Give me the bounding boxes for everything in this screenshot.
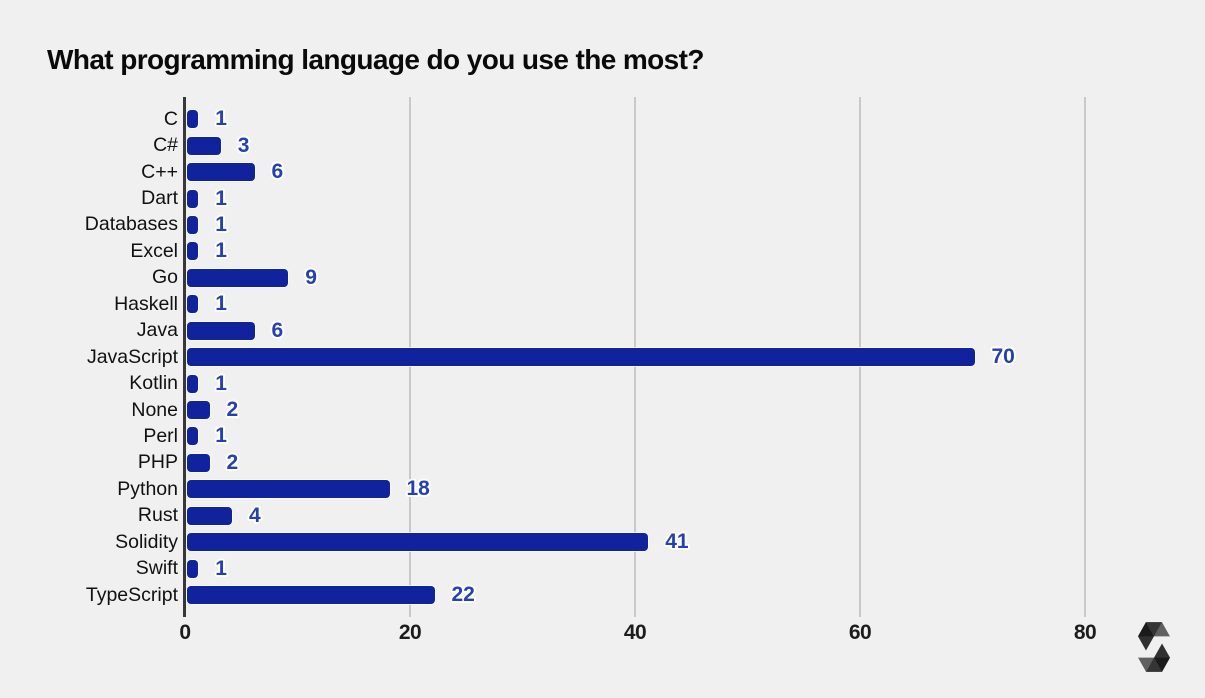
bar-row: 4 [187, 503, 1137, 529]
x-tick-label-60: 60 [848, 621, 872, 644]
bar-row: 1 [187, 370, 1137, 396]
y-axis-line [183, 97, 186, 617]
category-label-java: Java [136, 319, 178, 342]
value-label: 4 [249, 503, 261, 527]
bar-row: 3 [187, 132, 1137, 158]
bar-row: 1 [187, 238, 1137, 264]
value-label: 9 [305, 265, 317, 289]
category-label-solidity: Solidity [115, 530, 178, 553]
bar-row: 22 [187, 582, 1137, 608]
x-tick-label-20: 20 [398, 621, 422, 644]
bar-excel [187, 242, 199, 261]
bar-dart [187, 189, 199, 208]
category-label-go: Go [151, 266, 178, 289]
category-axis-labels: C C# C++ Dart Databases Excel Go Haskell Java Jav… [0, 106, 178, 608]
bar-python [187, 480, 390, 499]
bar-swift [187, 559, 199, 578]
value-label: 1 [215, 424, 227, 448]
category-label-typescript: TypeScript [85, 583, 178, 606]
bar-row: 18 [187, 476, 1137, 502]
x-tick-label-40: 40 [623, 621, 647, 644]
value-label: 1 [215, 212, 227, 236]
value-label: 1 [215, 292, 227, 316]
value-label: 3 [237, 133, 250, 157]
value-label: 1 [215, 107, 227, 131]
bar-c [187, 110, 199, 129]
bar-row: 1 [187, 423, 1137, 449]
bar-go [187, 268, 289, 287]
bar-rust [187, 506, 232, 525]
value-label: 22 [451, 583, 475, 607]
value-label: 2 [226, 450, 239, 474]
bar-c [187, 136, 221, 155]
bar-row: 6 [187, 159, 1137, 185]
value-label: 6 [271, 318, 284, 342]
x-tick-label-0: 0 [179, 621, 191, 644]
category-label-kotlin: Kotlin [129, 372, 178, 395]
category-label-databases: Databases [84, 213, 178, 236]
bar-haskell [187, 295, 199, 314]
bar-row: 2 [187, 397, 1137, 423]
category-label-swift: Swift [135, 557, 178, 580]
category-label-none: None [131, 398, 178, 421]
bar-row: 1 [187, 555, 1137, 581]
category-label-perl: Perl [143, 424, 178, 447]
category-label-dart: Dart [141, 187, 178, 210]
bar-perl [187, 427, 199, 446]
value-label: 70 [991, 345, 1015, 369]
bar-solidity [187, 533, 649, 552]
bar-row: 9 [187, 265, 1137, 291]
category-label-haskell: Haskell [114, 292, 178, 315]
value-label: 6 [271, 160, 284, 184]
bar-row: 1 [187, 185, 1137, 211]
value-label: 1 [215, 556, 227, 580]
solidity-logo [1138, 622, 1170, 672]
bar-typescript [187, 586, 435, 605]
category-label-c: C++ [141, 160, 178, 183]
category-label-python: Python [117, 477, 178, 500]
category-label-php: PHP [137, 451, 178, 474]
value-label: 1 [215, 186, 227, 210]
value-label: 1 [215, 371, 227, 395]
bar-rows: 1 3 6 1 1 1 9 1 6 70 1 2 1 2 18 4 41 1 22 [187, 106, 1137, 608]
category-label-javascript: JavaScript [86, 345, 178, 368]
category-label-c: C# [153, 134, 178, 157]
value-label: 2 [226, 398, 239, 422]
bar-row: 70 [187, 344, 1137, 370]
chart-title: What programming language do you use the… [47, 44, 704, 75]
bar-row: 1 [187, 212, 1137, 238]
plot-area: C C# C++ Dart Databases Excel Go Haskell Java Jav… [85, 97, 1140, 644]
bar-row: 1 [187, 106, 1137, 132]
bar-java [187, 321, 255, 340]
bar-javascript [187, 348, 975, 367]
x-tick-label-80: 80 [1073, 621, 1097, 644]
value-label: 18 [406, 477, 430, 501]
value-label: 1 [215, 239, 227, 263]
bar-row: 41 [187, 529, 1137, 555]
category-label-rust: Rust [137, 504, 178, 527]
bar-row: 6 [187, 318, 1137, 344]
bar-c [187, 163, 255, 182]
category-label-c: C [163, 107, 178, 130]
category-label-excel: Excel [130, 239, 178, 262]
bar-none [187, 401, 210, 420]
bar-php [187, 453, 210, 472]
bar-row: 2 [187, 450, 1137, 476]
gridline-x-80 [1084, 97, 1086, 617]
bar-kotlin [187, 374, 199, 393]
bar-row: 1 [187, 291, 1137, 317]
value-label: 41 [665, 530, 689, 554]
bar-databases [187, 215, 199, 234]
